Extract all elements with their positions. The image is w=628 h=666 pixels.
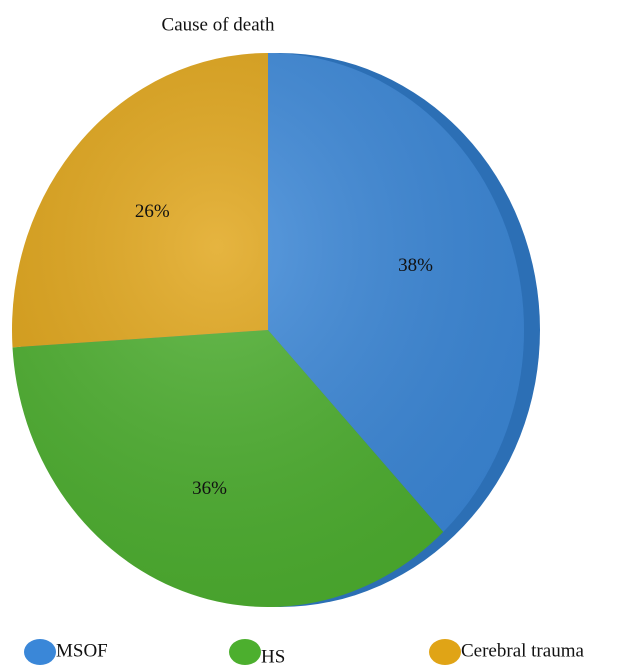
legend-swatch — [229, 639, 261, 665]
chart-title: Cause of death — [162, 14, 275, 35]
legend-label: MSOF — [56, 640, 108, 661]
pie — [11, 52, 524, 608]
data-label: 26% — [135, 201, 170, 222]
legend-swatch — [24, 639, 56, 665]
labels: 38% 36% 26% — [135, 201, 433, 499]
legend-swatch — [429, 639, 461, 665]
data-label: 36% — [192, 478, 227, 499]
legend-label: HS — [261, 646, 285, 666]
legend-label: Cerebral trauma — [461, 640, 584, 661]
data-label: 38% — [398, 255, 433, 276]
legend: MSOF HS Cerebral trauma — [24, 639, 584, 666]
